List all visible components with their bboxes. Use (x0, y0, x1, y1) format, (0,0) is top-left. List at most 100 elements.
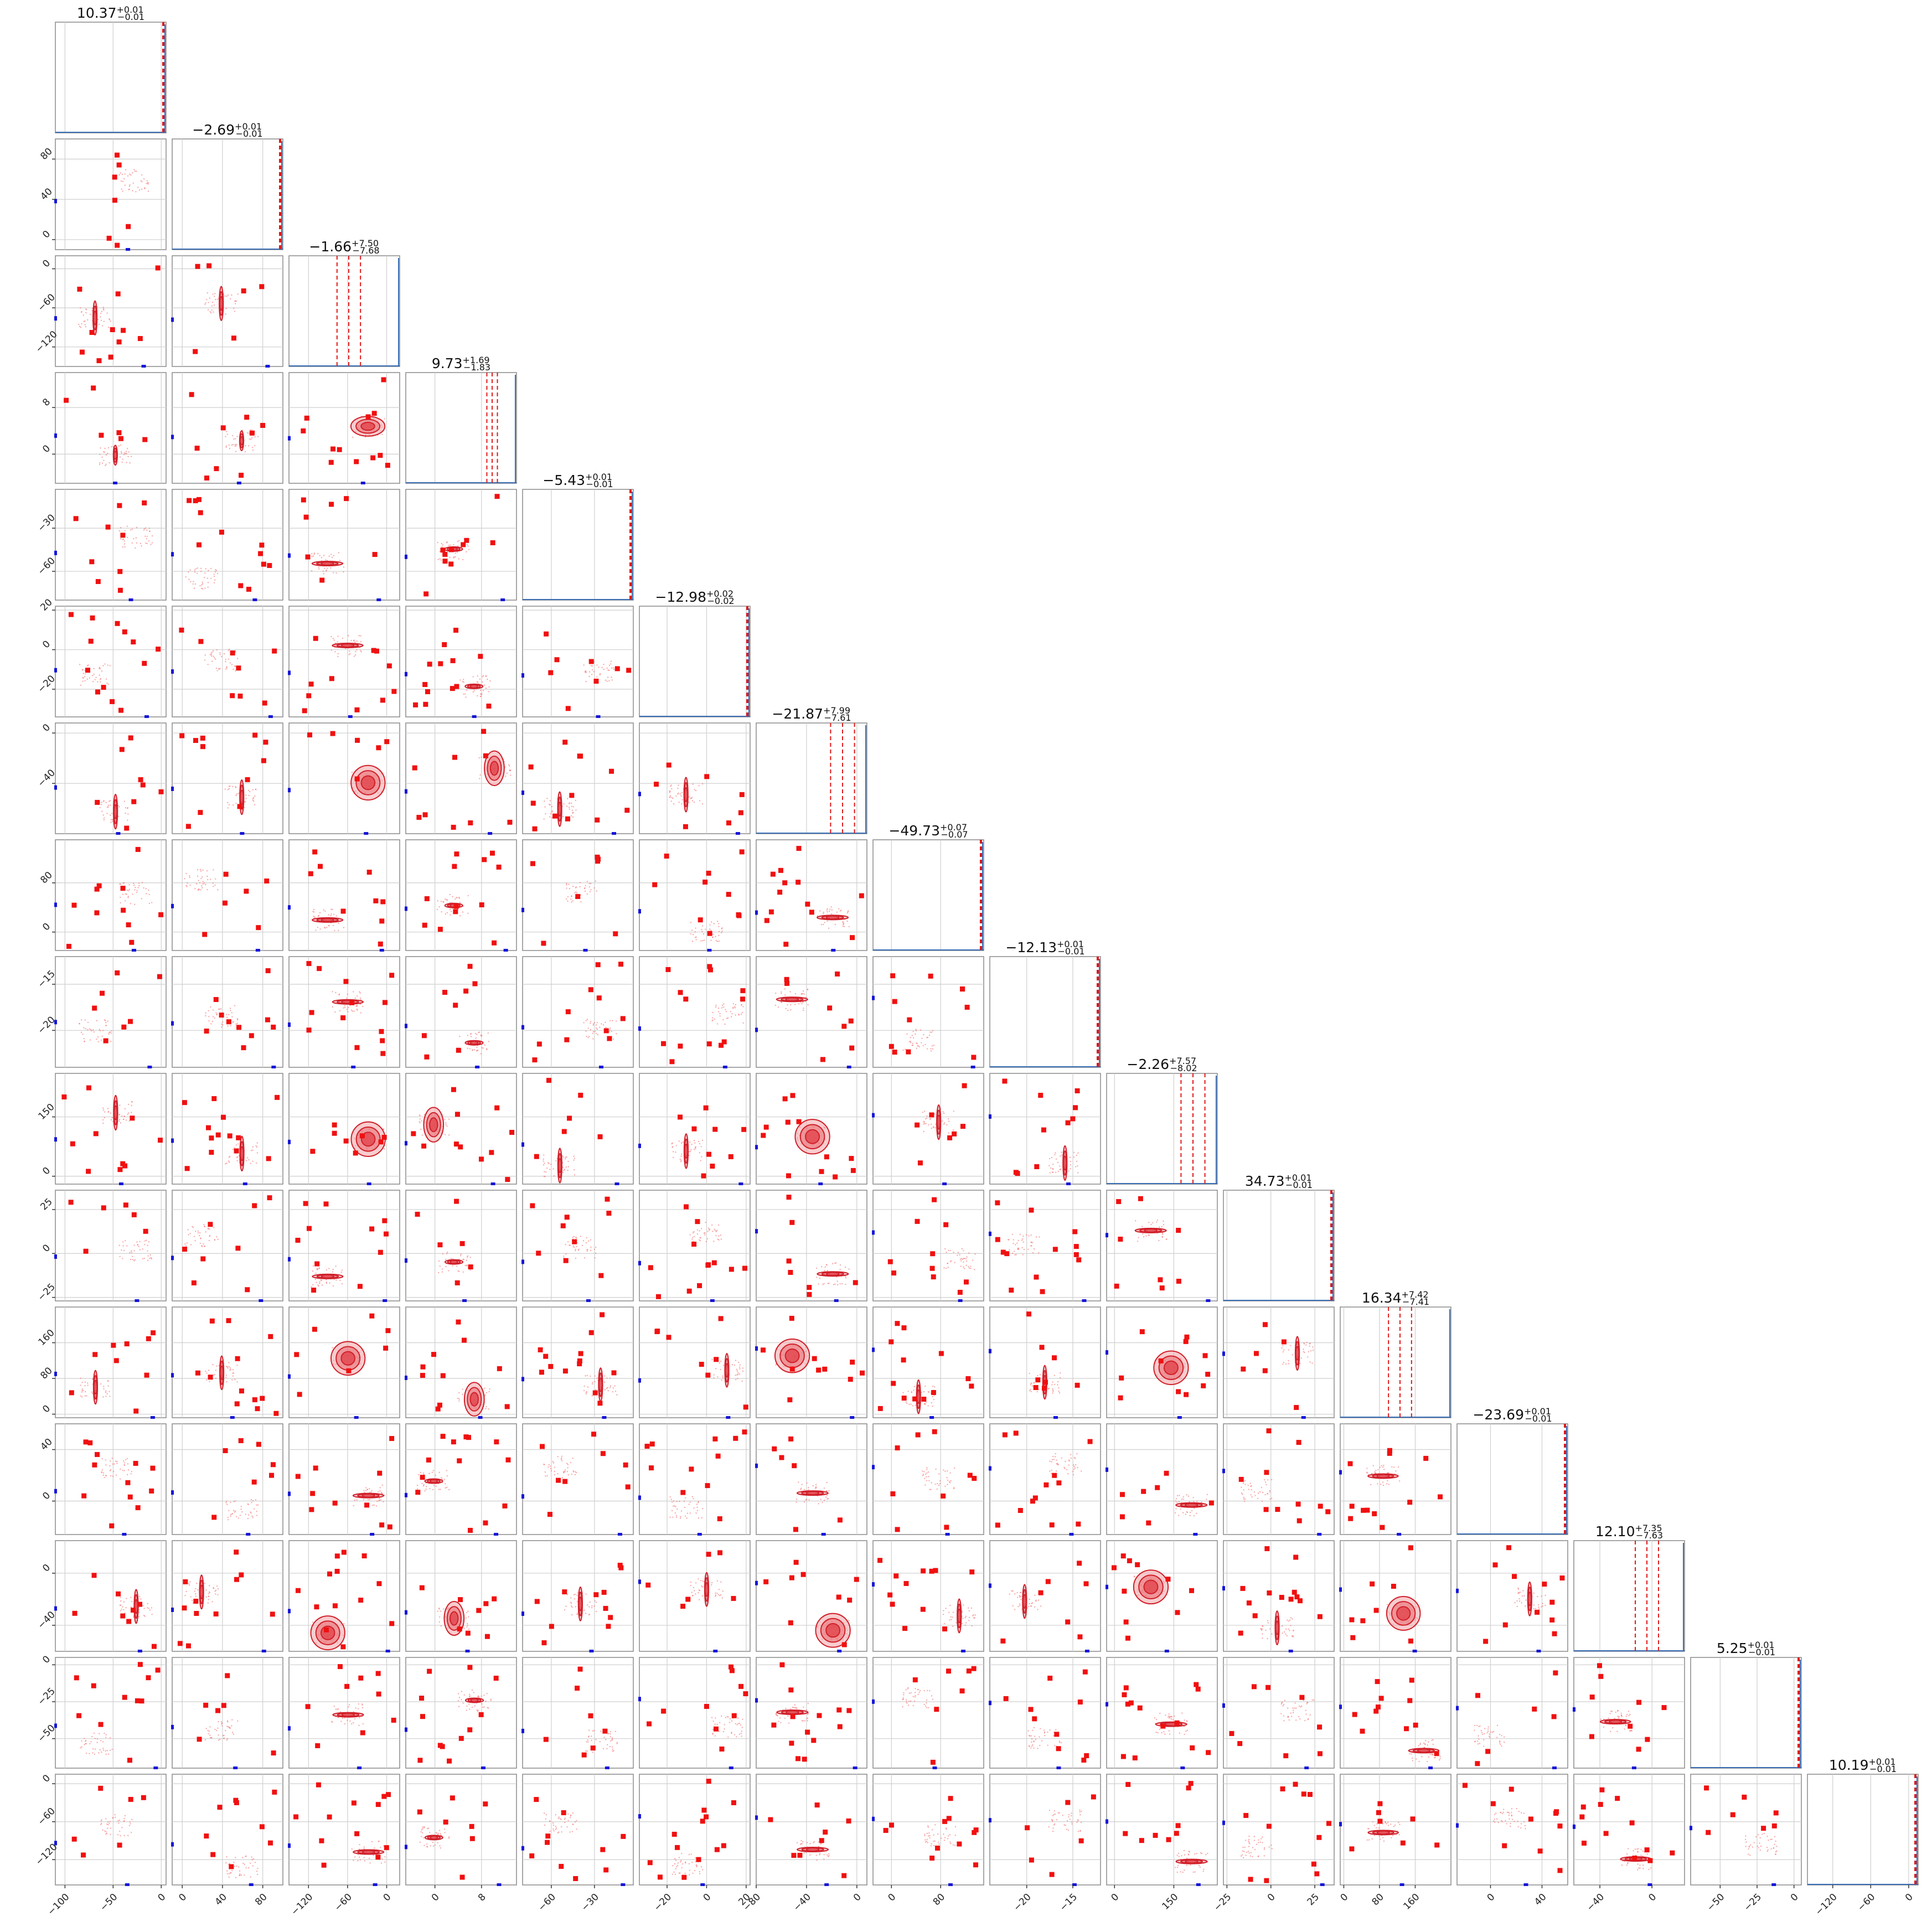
sample-point (99, 807, 101, 809)
sample-point (673, 1500, 675, 1502)
sample-point (606, 667, 608, 669)
sample-point (1028, 1235, 1030, 1237)
sample-point (1254, 1495, 1256, 1496)
sample-point (740, 1013, 742, 1015)
title-plus: +7.42 (1402, 1289, 1429, 1300)
sample-point (970, 1268, 972, 1269)
sample-point (1270, 1479, 1273, 1480)
sample-point (802, 993, 804, 995)
sample-point (553, 1175, 555, 1177)
sample-point (106, 813, 108, 814)
sample-point (671, 1143, 673, 1145)
sample-point (445, 1258, 447, 1261)
truth-marker (171, 903, 174, 908)
sample-point (324, 910, 326, 912)
sample-point (213, 1227, 215, 1228)
sample-point (695, 936, 697, 938)
title-plus: +7.50 (352, 238, 379, 249)
contour-line (355, 770, 381, 795)
truth-marker (872, 1230, 875, 1235)
sample-point (1161, 1226, 1163, 1228)
sample-point (789, 991, 791, 993)
sample-point (347, 1006, 349, 1008)
sample-point (203, 882, 205, 884)
scatter-point (371, 411, 377, 416)
sample-point (103, 1388, 105, 1390)
contour-line (598, 1377, 603, 1392)
scatter-point (648, 1265, 653, 1270)
pair-panel-6-3 (405, 722, 517, 835)
sample-point (572, 1245, 574, 1247)
sample-point (231, 1012, 233, 1014)
scatter-point (593, 679, 599, 684)
sample-point (364, 436, 366, 438)
sample-point (717, 1224, 720, 1226)
sample-point (189, 884, 191, 886)
sample-point (775, 1364, 777, 1366)
scatter-point (564, 1215, 570, 1220)
sample-point (612, 1391, 613, 1393)
sample-point (1051, 1469, 1052, 1471)
sample-point (254, 436, 256, 438)
sample-point (701, 931, 703, 932)
scatter-point (185, 824, 191, 829)
y-tick-label: −60 (35, 292, 58, 314)
scatter-point (184, 1166, 190, 1171)
sample-point (219, 668, 221, 670)
scatter-point (120, 533, 126, 538)
sample-point (130, 903, 132, 905)
sample-point (102, 308, 105, 310)
scatter-point (1029, 1207, 1034, 1213)
sample-point (189, 569, 191, 571)
sample-point (790, 1004, 792, 1006)
scatter-point (115, 621, 120, 626)
sample-point (1058, 1390, 1060, 1392)
sample-point (441, 546, 443, 548)
sample-point (244, 451, 246, 453)
sample-point (230, 1514, 231, 1516)
sample-point (1243, 1498, 1245, 1500)
sample-point (566, 1471, 569, 1473)
sample-point (251, 447, 254, 448)
scatter-point (489, 850, 495, 856)
scatter-point (965, 1376, 971, 1381)
sample-point (721, 1007, 723, 1009)
sample-point (931, 1045, 933, 1047)
panel-frame (522, 722, 634, 834)
sample-point (589, 891, 591, 892)
sample-point (227, 789, 229, 791)
sample-point (464, 1264, 466, 1267)
scatter-point (626, 668, 632, 673)
sample-point (508, 764, 510, 766)
scatter-point (715, 1453, 721, 1459)
panel-frame (872, 1306, 984, 1418)
sample-point (467, 1035, 469, 1036)
sample-point (1163, 1224, 1165, 1226)
scatter-point (95, 689, 101, 695)
sample-point (915, 1033, 916, 1035)
sample-point (360, 651, 362, 653)
scatter-point (90, 615, 95, 621)
sample-point (148, 889, 149, 891)
scatter-point (223, 1448, 228, 1453)
pair-panel-7-6 (755, 839, 867, 952)
scatter-point (761, 1347, 766, 1353)
scatter-point (1262, 1368, 1268, 1373)
scatter-point (1038, 1093, 1044, 1098)
sample-point (80, 307, 81, 309)
density-contour (113, 1106, 117, 1120)
sample-point (312, 555, 314, 557)
truth-marker (942, 1182, 947, 1185)
sample-point (1182, 1499, 1184, 1500)
sample-point (103, 819, 105, 821)
sample-point (671, 788, 673, 789)
sample-point (828, 910, 830, 912)
scatter-point (130, 1115, 135, 1121)
sample-point (110, 814, 111, 816)
sample-point (105, 1391, 107, 1393)
truth-marker (472, 715, 477, 718)
sample-point (1056, 1463, 1057, 1465)
pair-panel-8-6 (755, 956, 867, 1068)
sample-point (590, 1029, 591, 1031)
sample-point (450, 911, 452, 912)
